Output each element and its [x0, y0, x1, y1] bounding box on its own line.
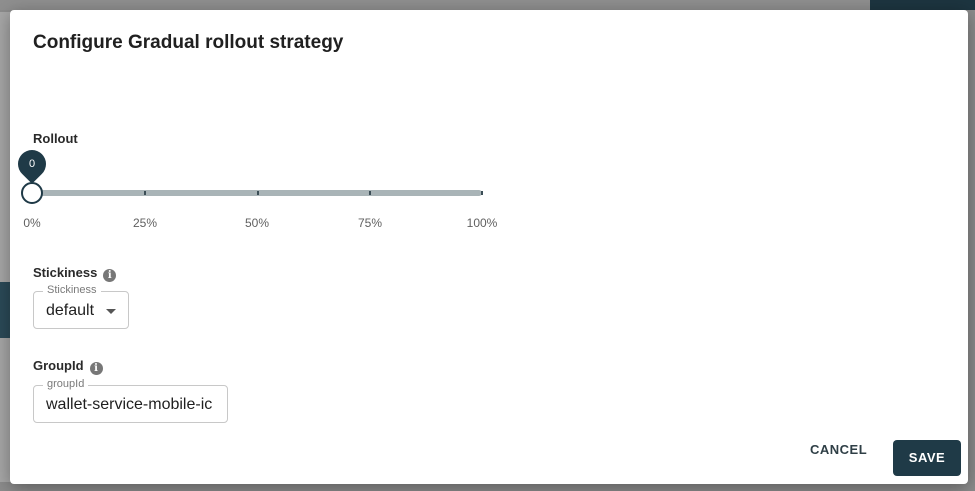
groupid-input[interactable]: groupId wallet-service-mobile-ic [33, 378, 228, 423]
slider-thumb[interactable] [21, 182, 43, 204]
tick-label-100: 100% [466, 216, 498, 230]
backdrop [0, 0, 975, 10]
groupid-heading: GroupId i [33, 358, 103, 375]
rollout-label: Rollout [33, 131, 78, 146]
backdrop-sidebar-block [0, 282, 10, 338]
cancel-button[interactable]: CANCEL [810, 442, 868, 457]
info-icon[interactable]: i [103, 269, 117, 282]
backdrop-header-block [870, 0, 975, 10]
groupid-input-value[interactable]: wallet-service-mobile-ic [46, 396, 213, 413]
stickiness-select[interactable]: Stickiness default [33, 284, 129, 329]
slider-mark-100 [481, 191, 483, 195]
save-button[interactable]: SAVE [893, 440, 961, 476]
stickiness-field-legend: Stickiness [43, 284, 101, 296]
slider-mark-25 [144, 191, 146, 195]
dialog-title: Configure Gradual rollout strategy [33, 32, 344, 53]
info-icon[interactable]: i [89, 362, 103, 375]
chevron-down-icon [106, 309, 116, 314]
slider-mark-50 [257, 191, 259, 195]
tick-label-0: 0% [23, 216, 41, 230]
stickiness-selected-value: default [46, 302, 95, 319]
tick-label-50: 50% [244, 216, 270, 230]
stickiness-label: Stickiness [33, 265, 98, 280]
rollout-strategy-dialog: Configure Gradual rollout strategy Rollo… [10, 10, 968, 484]
stickiness-heading: Stickiness i [33, 265, 117, 282]
rollout-slider[interactable]: 0 0% 25% 50% 75% 100% [12, 144, 497, 230]
groupid-label: GroupId [33, 358, 84, 373]
slider-value-label: 0 [28, 158, 36, 170]
tick-label-25: 25% [132, 216, 158, 230]
slider-mark-75 [369, 191, 371, 195]
groupid-field-legend: groupId [43, 378, 89, 390]
backdrop-page [0, 12, 10, 482]
tick-label-75: 75% [357, 216, 383, 230]
